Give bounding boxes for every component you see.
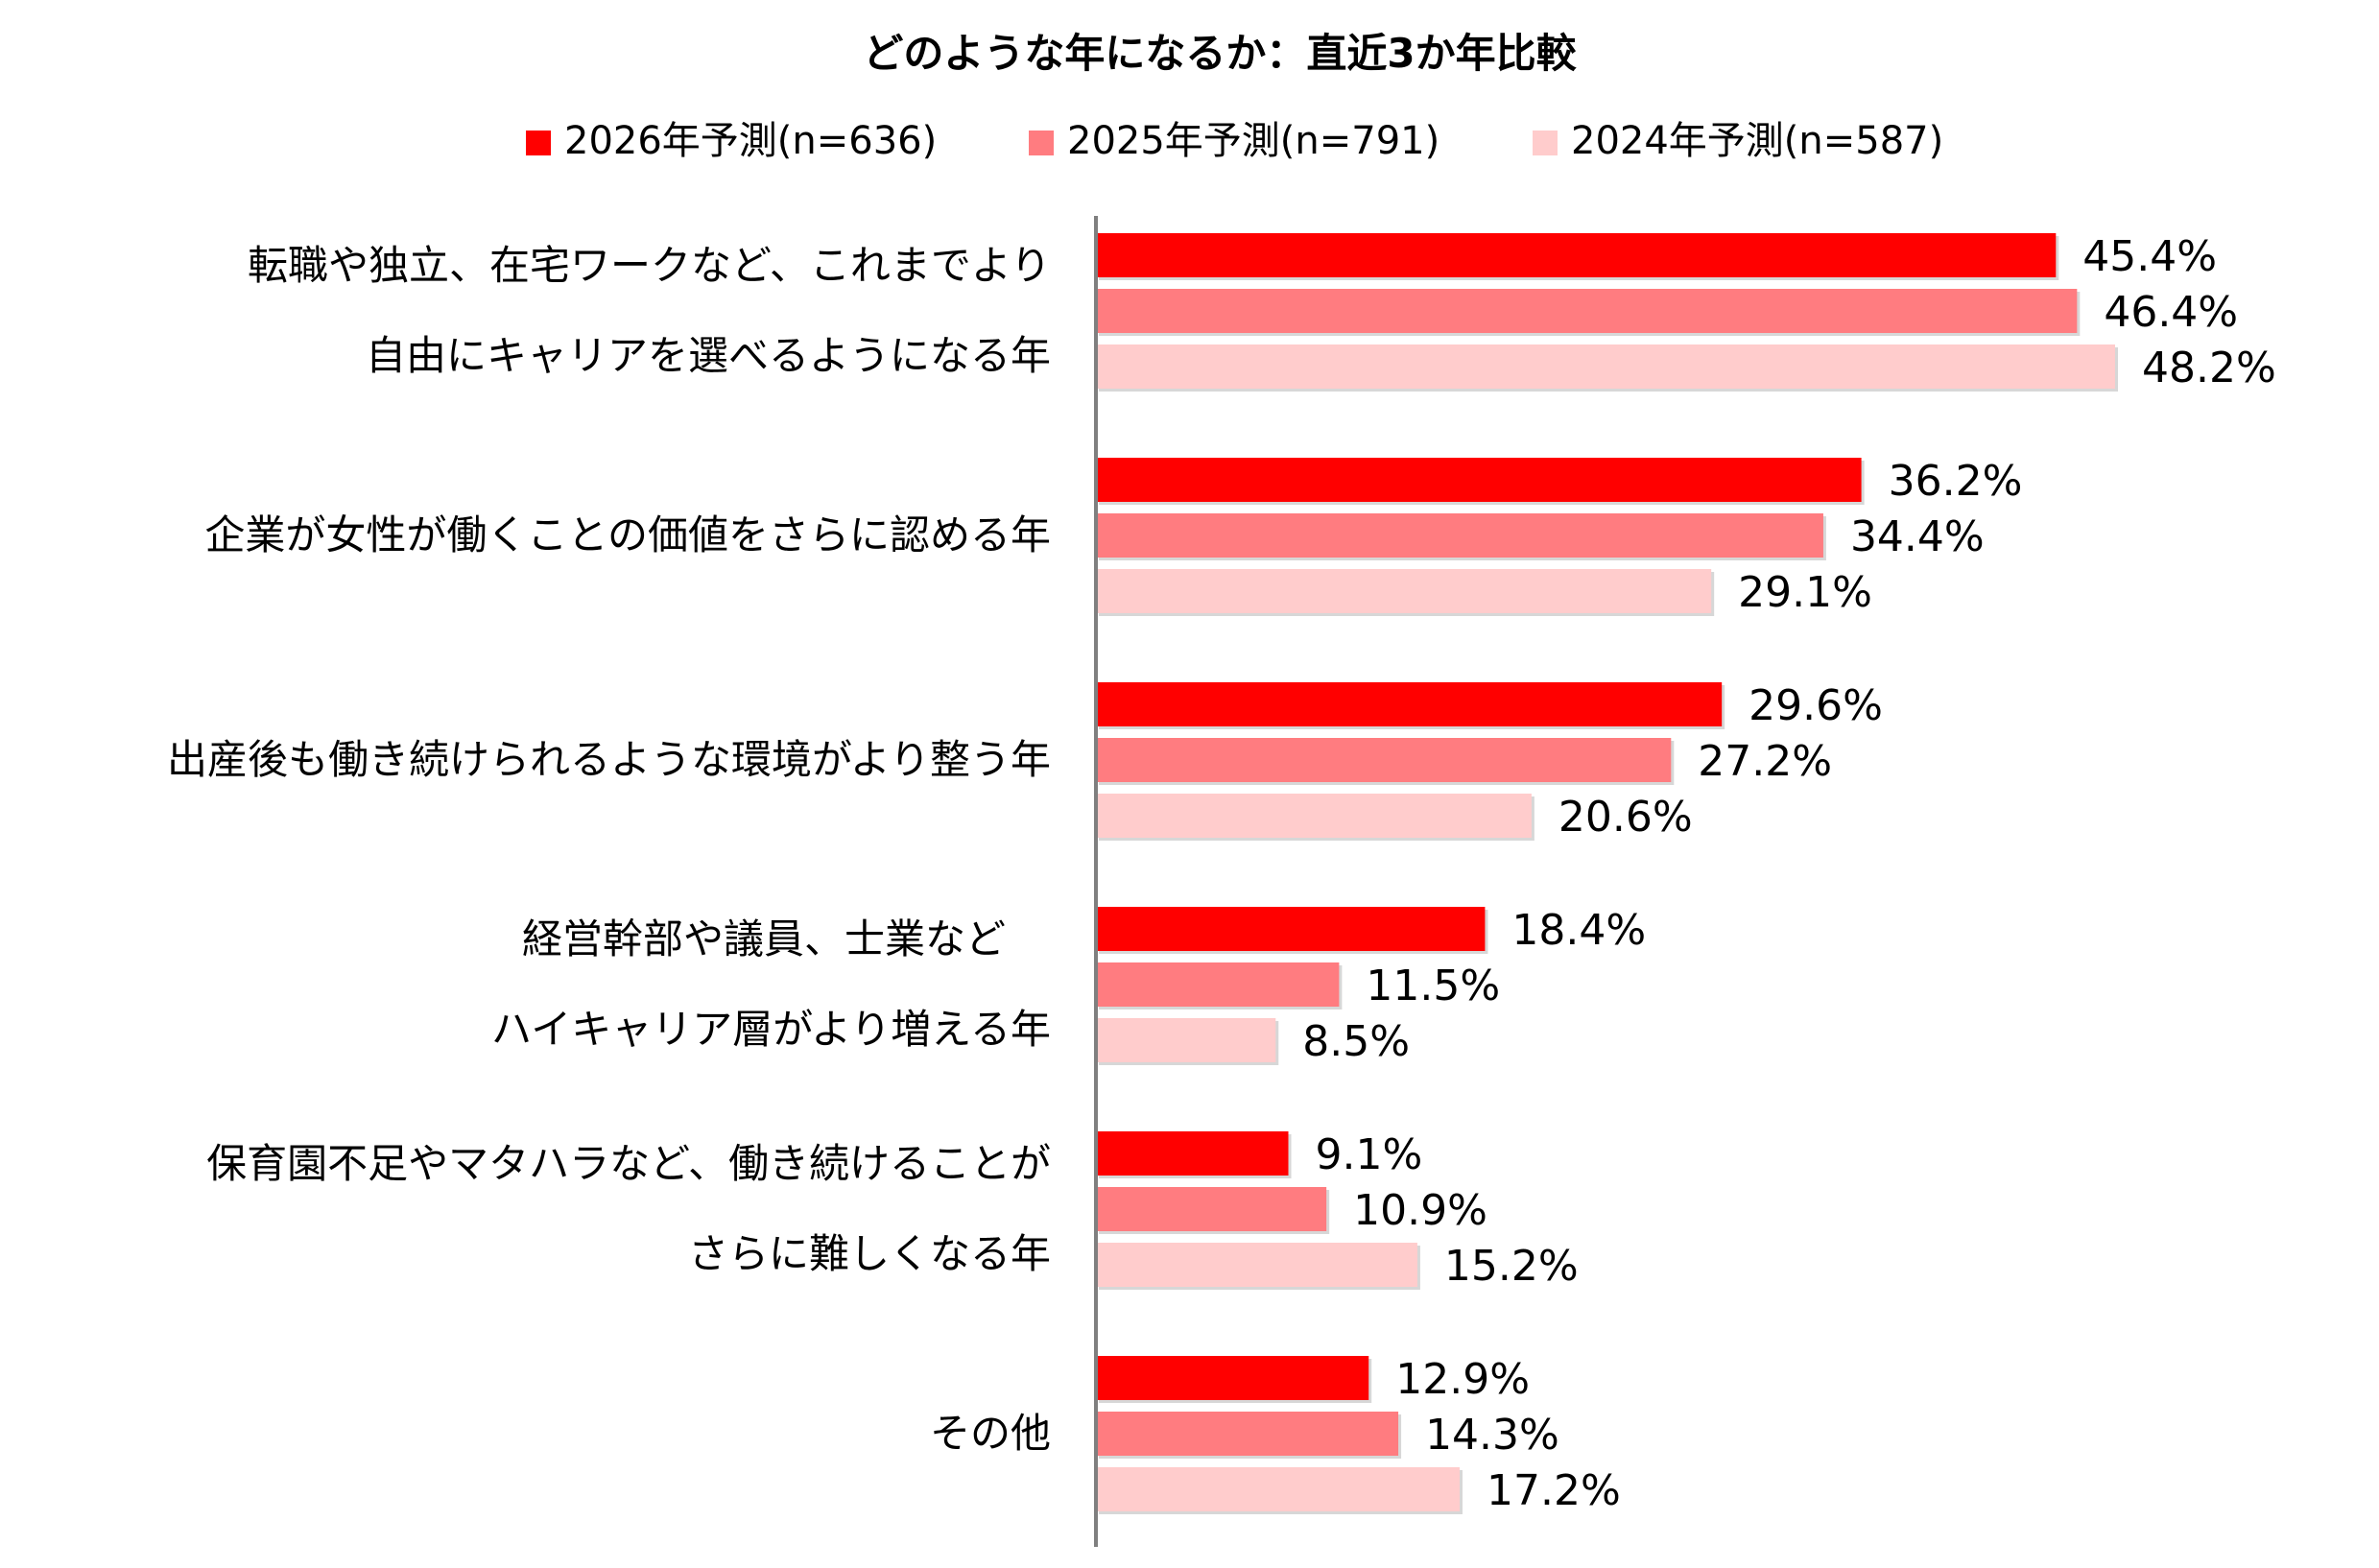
value-label: 14.3% [1425,1411,1559,1460]
category-label: 転職や独立、在宅ワークなど、これまでより [248,242,1051,289]
bar [1096,1412,1399,1456]
value-label: 45.4% [2082,232,2217,281]
bar [1096,682,1723,726]
legend-swatch [1029,131,1054,155]
bar [1096,569,1712,613]
bar [1096,289,2078,333]
category-label: その他 [930,1410,1051,1457]
value-label: 34.4% [1850,512,1985,561]
bar [1096,1243,1417,1287]
value-label: 29.1% [1738,568,1872,617]
value-label: 29.6% [1749,681,1883,730]
value-label: 8.5% [1302,1017,1410,1066]
legend: 2026年予測(n=636) 2025年予測(n=791) 2024年予測(n=58… [526,119,1943,163]
bar [1096,907,1486,951]
category-labels: 転職や独立、在宅ワークなど、これまでより自由にキャリアを選べるようになる年企業が… [167,242,1051,1457]
value-label: 17.2% [1487,1466,1621,1515]
category-label: 保育園不足やマタハラなど、働き続けることが [206,1140,1051,1187]
category-label: 自由にキャリアを選べるようになる年 [366,332,1051,379]
bar [1096,1131,1289,1176]
bar [1096,1018,1276,1062]
bar [1096,962,1340,1007]
value-label: 9.1% [1316,1130,1423,1179]
value-label: 46.4% [2104,288,2238,337]
value-label: 18.4% [1511,906,1646,955]
category-label: 出産後も働き続けられるような環境がより整う年 [167,736,1051,783]
bar [1096,738,1672,782]
legend-label: 2025年予測(n=791) [1067,119,1439,163]
category-label: 経営幹部や議員、士業など [522,915,1006,962]
legend-label: 2024年予測(n=587) [1571,119,1943,163]
bar [1096,233,2057,277]
legend-label: 2026年予測(n=636) [564,119,937,163]
bar [1096,1187,1327,1231]
category-label: さらに難しくなる年 [688,1230,1051,1277]
bar [1096,794,1532,838]
bars [1096,233,2118,1514]
value-label: 10.9% [1353,1186,1487,1235]
value-label: 48.2% [2142,344,2276,392]
value-labels: 45.4% 46.4% 48.2% 36.2% 34.4% 29.1% 29.6% 27.2%… [1302,232,2275,1515]
bar [1096,513,1823,558]
chart-title: どのような年になるか：直近3か年比較 [863,30,1577,77]
legend-swatch [1533,131,1558,155]
bar [1096,458,1862,502]
value-label: 11.5% [1366,962,1500,1010]
value-label: 36.2% [1889,457,2023,506]
value-label: 20.6% [1558,793,1693,842]
bar [1096,1356,1369,1400]
category-label: 企業が女性が働くことの価値をさらに認める年 [204,511,1051,558]
value-label: 27.2% [1698,737,1832,786]
category-label: ハイキャリア層がより増える年 [491,1006,1051,1053]
value-label: 15.2% [1444,1242,1579,1291]
legend-swatch [526,131,551,155]
value-label: 12.9% [1395,1355,1530,1404]
bar [1096,1467,1460,1511]
bar [1096,344,2115,389]
